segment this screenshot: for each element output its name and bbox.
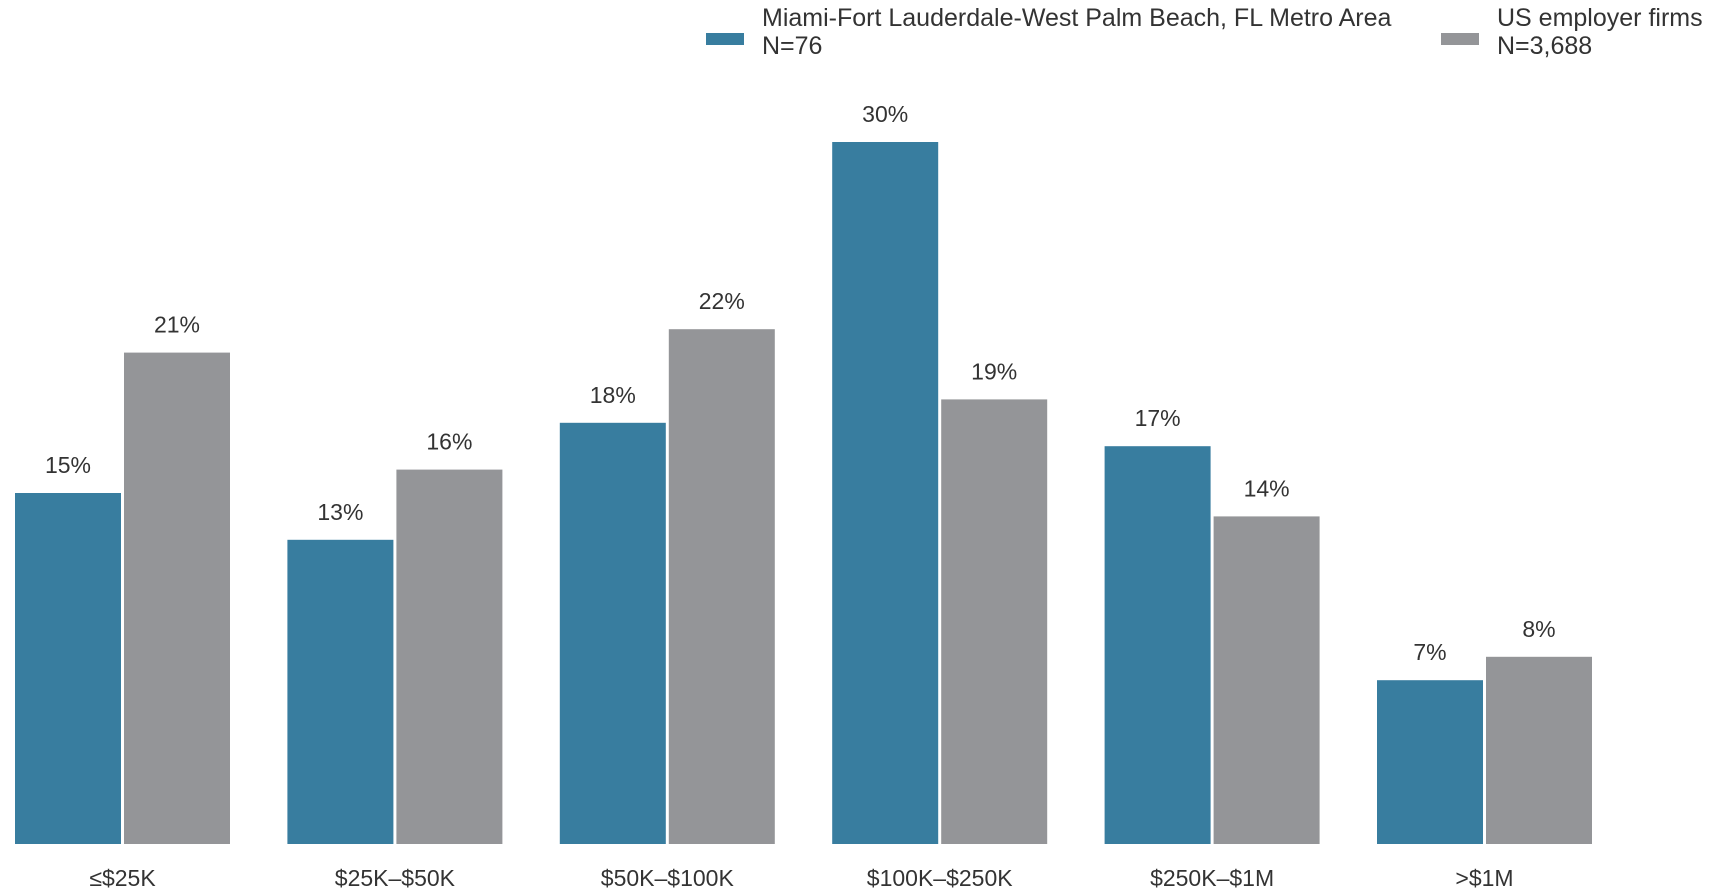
data-label-50k-100k-series-0: 18%: [590, 382, 636, 408]
legend-label-miami: Miami-Fort Lauderdale-West Palm Beach, F…: [762, 4, 1392, 32]
data-label-1m-series-1: 8%: [1522, 616, 1555, 642]
legend-swatch-miami: [706, 33, 744, 45]
bar-100k-250k-series-1: [941, 399, 1048, 844]
bar-1m-series-1: [1486, 656, 1592, 844]
data-label-100k-250k-series-0: 30%: [862, 101, 908, 127]
bar-1m-series-0: [1377, 680, 1483, 844]
bar-250k-1m-series-1: [1213, 516, 1320, 844]
bar-50k-100k-series-0: [559, 422, 666, 844]
x-tick-label-50k-100k: $50K–$100K: [601, 865, 735, 889]
x-tick-label-25k-50k: $25K–$50K: [335, 865, 456, 889]
bar-100k-250k-series-0: [832, 142, 939, 844]
legend-item-us: US employer firms N=3,688: [1441, 4, 1703, 60]
data-label-1m-series-0: 7%: [1413, 639, 1446, 665]
x-tick-label-250k-1m: $250K–$1M: [1150, 865, 1274, 889]
legend-item-miami: Miami-Fort Lauderdale-West Palm Beach, F…: [706, 4, 1391, 60]
data-label-25k-series-1: 21%: [154, 312, 200, 338]
legend-label-us: US employer firms: [1497, 4, 1703, 32]
bar-25k-series-1: [124, 352, 230, 844]
x-tick-label-25k: ≤$25K: [89, 865, 156, 889]
bar-25k-50k-series-1: [396, 469, 503, 844]
data-label-250k-1m-series-1: 14%: [1244, 475, 1290, 501]
x-tick-label-1m: >$1M: [1455, 865, 1513, 889]
bar-250k-1m-series-0: [1104, 446, 1211, 844]
data-label-25k-series-0: 15%: [45, 452, 91, 478]
bar-25k-50k-series-0: [287, 539, 394, 844]
data-label-250k-1m-series-0: 17%: [1135, 405, 1181, 431]
data-label-25k-50k-series-1: 16%: [426, 429, 472, 455]
data-label-25k-50k-series-0: 13%: [317, 499, 363, 525]
x-tick-label-100k-250k: $100K–$250K: [867, 865, 1013, 889]
legend-sample-miami: N=76: [762, 32, 823, 60]
data-label-100k-250k-series-1: 19%: [971, 358, 1017, 384]
bar-50k-100k-series-1: [668, 329, 775, 844]
legend-swatch-us: [1441, 33, 1479, 45]
bar-25k-series-0: [15, 493, 121, 844]
data-label-50k-100k-series-1: 22%: [699, 288, 745, 314]
legend-sample-us: N=3,688: [1497, 32, 1593, 60]
